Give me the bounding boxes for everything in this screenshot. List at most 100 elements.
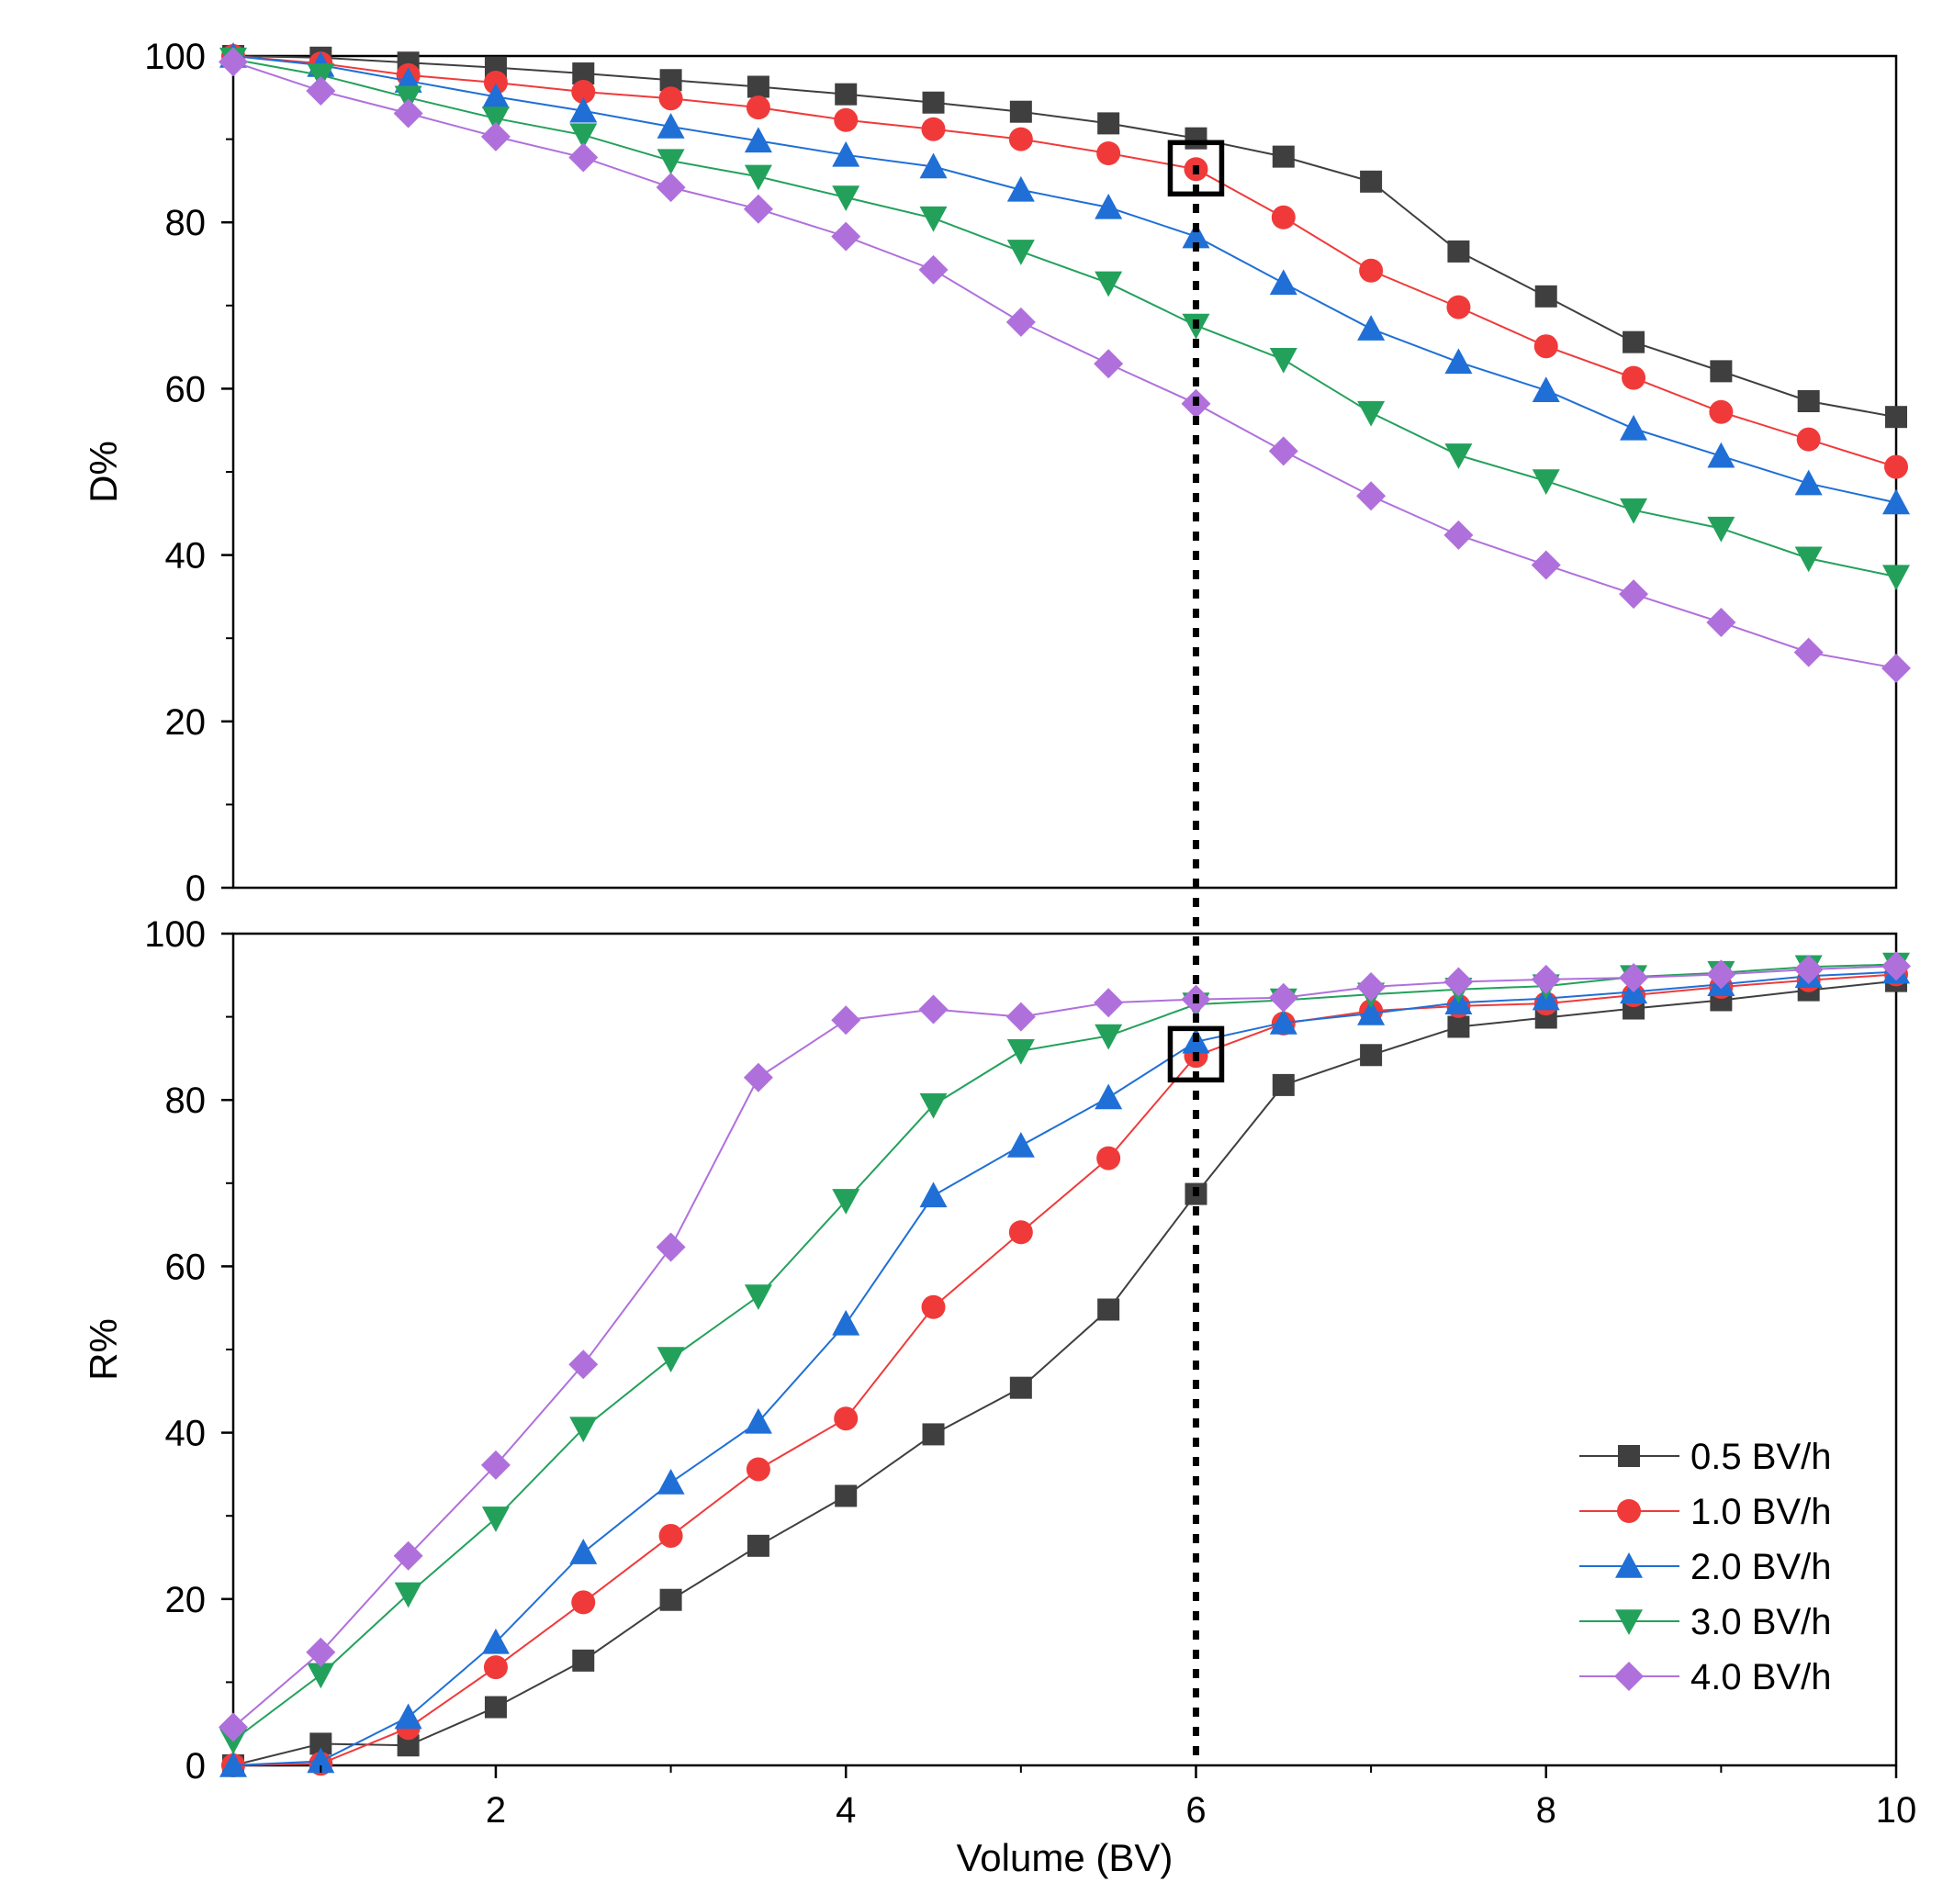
- data-point: [1095, 1024, 1123, 1050]
- series-1-0-bv-h: [221, 962, 1908, 1777]
- y-tick-label: 40: [165, 536, 207, 577]
- data-point: [659, 1588, 682, 1611]
- data-point: [569, 1539, 598, 1564]
- data-point: [921, 1294, 946, 1319]
- data-point: [1533, 334, 1558, 359]
- legend-label: 3.0 BV/h: [1690, 1602, 1831, 1642]
- data-point: [1360, 170, 1383, 193]
- data-point: [394, 85, 422, 112]
- data-point: [831, 1005, 861, 1036]
- data-point: [657, 113, 685, 139]
- legend-label: 2.0 BV/h: [1690, 1547, 1831, 1587]
- series-line: [232, 55, 1897, 419]
- y-tick-label: 100: [144, 914, 206, 955]
- data-point: [919, 1182, 948, 1208]
- y-tick-label: 0: [185, 1746, 206, 1786]
- data-point: [657, 1347, 685, 1372]
- data-point: [481, 106, 510, 132]
- data-point: [744, 127, 772, 153]
- data-point: [306, 1637, 336, 1667]
- data-point: [1357, 400, 1386, 427]
- data-point: [1185, 127, 1207, 150]
- data-point: [834, 1406, 859, 1431]
- data-point: [1006, 1038, 1035, 1065]
- series-0-5-bv-h: [222, 45, 1907, 429]
- data-point: [1095, 271, 1123, 297]
- data-point: [571, 79, 596, 104]
- data-point: [1094, 988, 1124, 1018]
- data-point: [1268, 982, 1298, 1013]
- data-point: [394, 1703, 422, 1730]
- panel-r-percent: 0 20 40 60 80 100 R%: [82, 914, 1911, 1786]
- data-point: [1534, 285, 1557, 308]
- series-4-0-bv-h: [219, 47, 1911, 683]
- series-line: [232, 970, 1897, 1766]
- data-point: [656, 1232, 686, 1262]
- data-point: [835, 1484, 858, 1507]
- legend-label: 1.0 BV/h: [1690, 1492, 1831, 1532]
- data-point: [307, 63, 335, 89]
- data-point: [919, 206, 948, 232]
- data-point: [1008, 127, 1033, 151]
- series-line: [232, 61, 1897, 669]
- data-point: [1447, 1015, 1470, 1038]
- data-point: [832, 140, 860, 167]
- data-point: [657, 149, 685, 175]
- data-point: [922, 91, 945, 114]
- data-point: [1620, 414, 1648, 441]
- data-point: [307, 1747, 335, 1774]
- data-point: [922, 1423, 945, 1446]
- series-line: [232, 973, 1897, 1766]
- y-tick-label: 80: [165, 203, 207, 243]
- data-point: [1443, 520, 1474, 550]
- data-point: [743, 1062, 773, 1092]
- data-point: [1622, 365, 1646, 390]
- data-point: [1356, 971, 1387, 1002]
- plot-frame: [231, 54, 1898, 890]
- data-point: [1443, 967, 1474, 997]
- data-point: [1359, 258, 1384, 283]
- data-point: [919, 152, 948, 179]
- series-line: [232, 980, 1897, 1766]
- data-point: [1005, 307, 1036, 337]
- x-tick-label: 10: [1876, 1790, 1917, 1831]
- data-point: [746, 1457, 770, 1482]
- data-point: [919, 1092, 948, 1119]
- y-tick-label: 20: [165, 702, 207, 743]
- data-point: [744, 164, 772, 191]
- data-point: [1623, 330, 1645, 353]
- legend-label: 4.0 BV/h: [1690, 1657, 1831, 1697]
- data-point: [918, 994, 949, 1025]
- data-point: [1710, 360, 1733, 383]
- x-tick-label: 6: [1185, 1790, 1206, 1831]
- data-point: [1008, 1220, 1033, 1245]
- data-point: [219, 1712, 248, 1742]
- data-point: [1095, 1083, 1123, 1110]
- data-point: [1614, 1662, 1644, 1691]
- data-point: [483, 70, 508, 95]
- data-point: [1531, 550, 1561, 580]
- data-point: [1532, 376, 1560, 402]
- series-line: [232, 55, 1897, 468]
- data-point: [918, 254, 949, 285]
- data-point: [1444, 443, 1473, 469]
- data-point: [480, 1450, 511, 1480]
- series-line: [232, 55, 1897, 504]
- x-axis-title: Volume (BV): [957, 1836, 1174, 1879]
- y-tick-label: 20: [165, 1580, 207, 1620]
- x-tick-label: 8: [1536, 1790, 1556, 1831]
- series-3-0-bv-h: [219, 952, 1910, 1754]
- data-point: [832, 1189, 860, 1215]
- data-point: [1793, 954, 1824, 984]
- data-point: [1097, 112, 1120, 135]
- data-point: [307, 1663, 335, 1689]
- data-point: [1357, 315, 1386, 341]
- data-point: [1882, 565, 1910, 591]
- data-point: [571, 1590, 596, 1615]
- data-point: [569, 96, 598, 123]
- data-point: [569, 123, 598, 150]
- y-tick-label: 80: [165, 1081, 207, 1121]
- data-point: [921, 117, 946, 141]
- y-tick-label: 100: [144, 37, 206, 77]
- data-point: [1619, 963, 1649, 993]
